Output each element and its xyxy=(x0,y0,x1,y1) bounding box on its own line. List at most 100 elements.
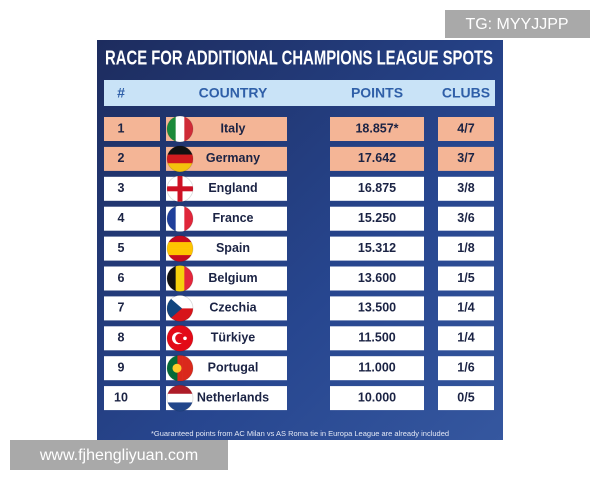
points: 11.500 xyxy=(358,331,396,345)
cell-box xyxy=(330,117,424,141)
flag-stripe xyxy=(167,145,193,155)
cell-box xyxy=(330,386,424,411)
flag-stripe xyxy=(167,385,193,395)
clubs: 0/5 xyxy=(457,390,474,404)
flag xyxy=(167,205,193,232)
rank: 7 xyxy=(118,301,125,315)
cell-box xyxy=(104,296,160,321)
flag-ring xyxy=(166,145,194,173)
clubs: 1/8 xyxy=(457,241,474,255)
points: 10.000 xyxy=(358,390,396,404)
flag xyxy=(167,265,193,292)
cell-box xyxy=(330,176,424,201)
cell-box xyxy=(104,146,160,171)
cell-box xyxy=(330,296,424,321)
cell-box xyxy=(438,117,494,141)
flag-stripe xyxy=(175,265,185,292)
flag-stripe xyxy=(167,265,176,292)
cell-box xyxy=(438,266,494,291)
flag-ring xyxy=(166,175,194,203)
country: Netherlands xyxy=(197,390,269,404)
watermark: www.fjhengliyuan.com xyxy=(39,447,198,464)
rank: 5 xyxy=(118,241,125,255)
cell-box xyxy=(438,326,494,351)
rank: 6 xyxy=(118,271,125,285)
clubs: 3/7 xyxy=(457,151,474,165)
header-bar xyxy=(104,80,495,106)
flag-stripe xyxy=(184,265,193,292)
cell-box xyxy=(330,206,424,231)
clubs: 4/7 xyxy=(457,121,474,135)
cell-box xyxy=(104,176,160,201)
flag-ring xyxy=(166,294,194,322)
flag-part xyxy=(172,363,182,373)
flag xyxy=(167,295,193,322)
flag-ring xyxy=(166,115,194,143)
header-cell: CLUBS xyxy=(442,85,490,101)
flag-part xyxy=(167,295,182,322)
flag-stripe xyxy=(184,116,193,142)
clubs: 3/6 xyxy=(457,211,474,225)
country: Germany xyxy=(206,151,260,165)
flag-stripe xyxy=(187,355,193,382)
cell-box xyxy=(438,236,494,261)
title: RACE FOR ADDITIONAL CHAMPIONS LEAGUE SPO… xyxy=(105,47,493,69)
clubs: 1/6 xyxy=(457,360,474,374)
flag-stripe xyxy=(167,205,176,232)
flag-part xyxy=(183,336,187,341)
flag-ring xyxy=(166,235,194,263)
clubs: 3/8 xyxy=(457,181,474,195)
flag-stripe xyxy=(175,205,185,232)
flag-part xyxy=(175,333,185,344)
cell-box xyxy=(104,117,160,141)
cell-box xyxy=(330,146,424,171)
clubs: 1/4 xyxy=(457,331,474,345)
flag-stripe xyxy=(167,402,193,412)
rank: 3 xyxy=(118,181,125,195)
rank: 9 xyxy=(118,360,125,374)
rank: 4 xyxy=(118,211,125,225)
flag-stripe xyxy=(167,248,193,256)
flag-ring xyxy=(166,265,194,292)
cell-box xyxy=(330,356,424,381)
points: 11.000 xyxy=(358,360,396,374)
flag-stripe xyxy=(184,205,193,232)
flag-stripe xyxy=(182,355,189,382)
flag-ring xyxy=(166,324,194,352)
cell-box xyxy=(104,386,160,411)
flag-stripe xyxy=(167,242,193,249)
rank: 1 xyxy=(118,121,125,135)
cell-box xyxy=(330,326,424,351)
flag xyxy=(167,175,193,202)
watermark-box xyxy=(445,10,590,38)
header-cell: POINTS xyxy=(351,85,403,101)
flag-ring xyxy=(166,205,194,233)
country: England xyxy=(208,181,257,195)
flag xyxy=(167,235,193,262)
flag-stripe xyxy=(167,163,193,172)
flag xyxy=(167,116,193,142)
cell-box xyxy=(438,356,494,381)
rank: 2 xyxy=(118,151,125,165)
rank: 8 xyxy=(118,331,125,345)
cell-box xyxy=(438,386,494,411)
cell-box xyxy=(104,356,160,381)
cell-box xyxy=(104,236,160,261)
cell-box xyxy=(438,206,494,231)
country: Türkiye xyxy=(211,331,256,345)
flag-ring xyxy=(166,354,194,382)
flag-stripe xyxy=(167,393,193,403)
points: 16.875 xyxy=(358,181,396,195)
flag-stripe xyxy=(167,355,173,382)
flag-ring xyxy=(166,384,194,412)
flag-stripe xyxy=(167,116,176,142)
country: Czechia xyxy=(209,301,257,315)
cell-box xyxy=(438,176,494,201)
clubs: 1/4 xyxy=(457,301,474,315)
flag-stripe xyxy=(167,154,193,164)
table: # COUNTRY POINTS CLUBS 1 Italy 18.857* 4/7 2 Germ… xyxy=(104,85,494,412)
cell-box xyxy=(104,206,160,231)
footnote: *Guaranteed points from AC Milan vs AS R… xyxy=(151,429,449,438)
